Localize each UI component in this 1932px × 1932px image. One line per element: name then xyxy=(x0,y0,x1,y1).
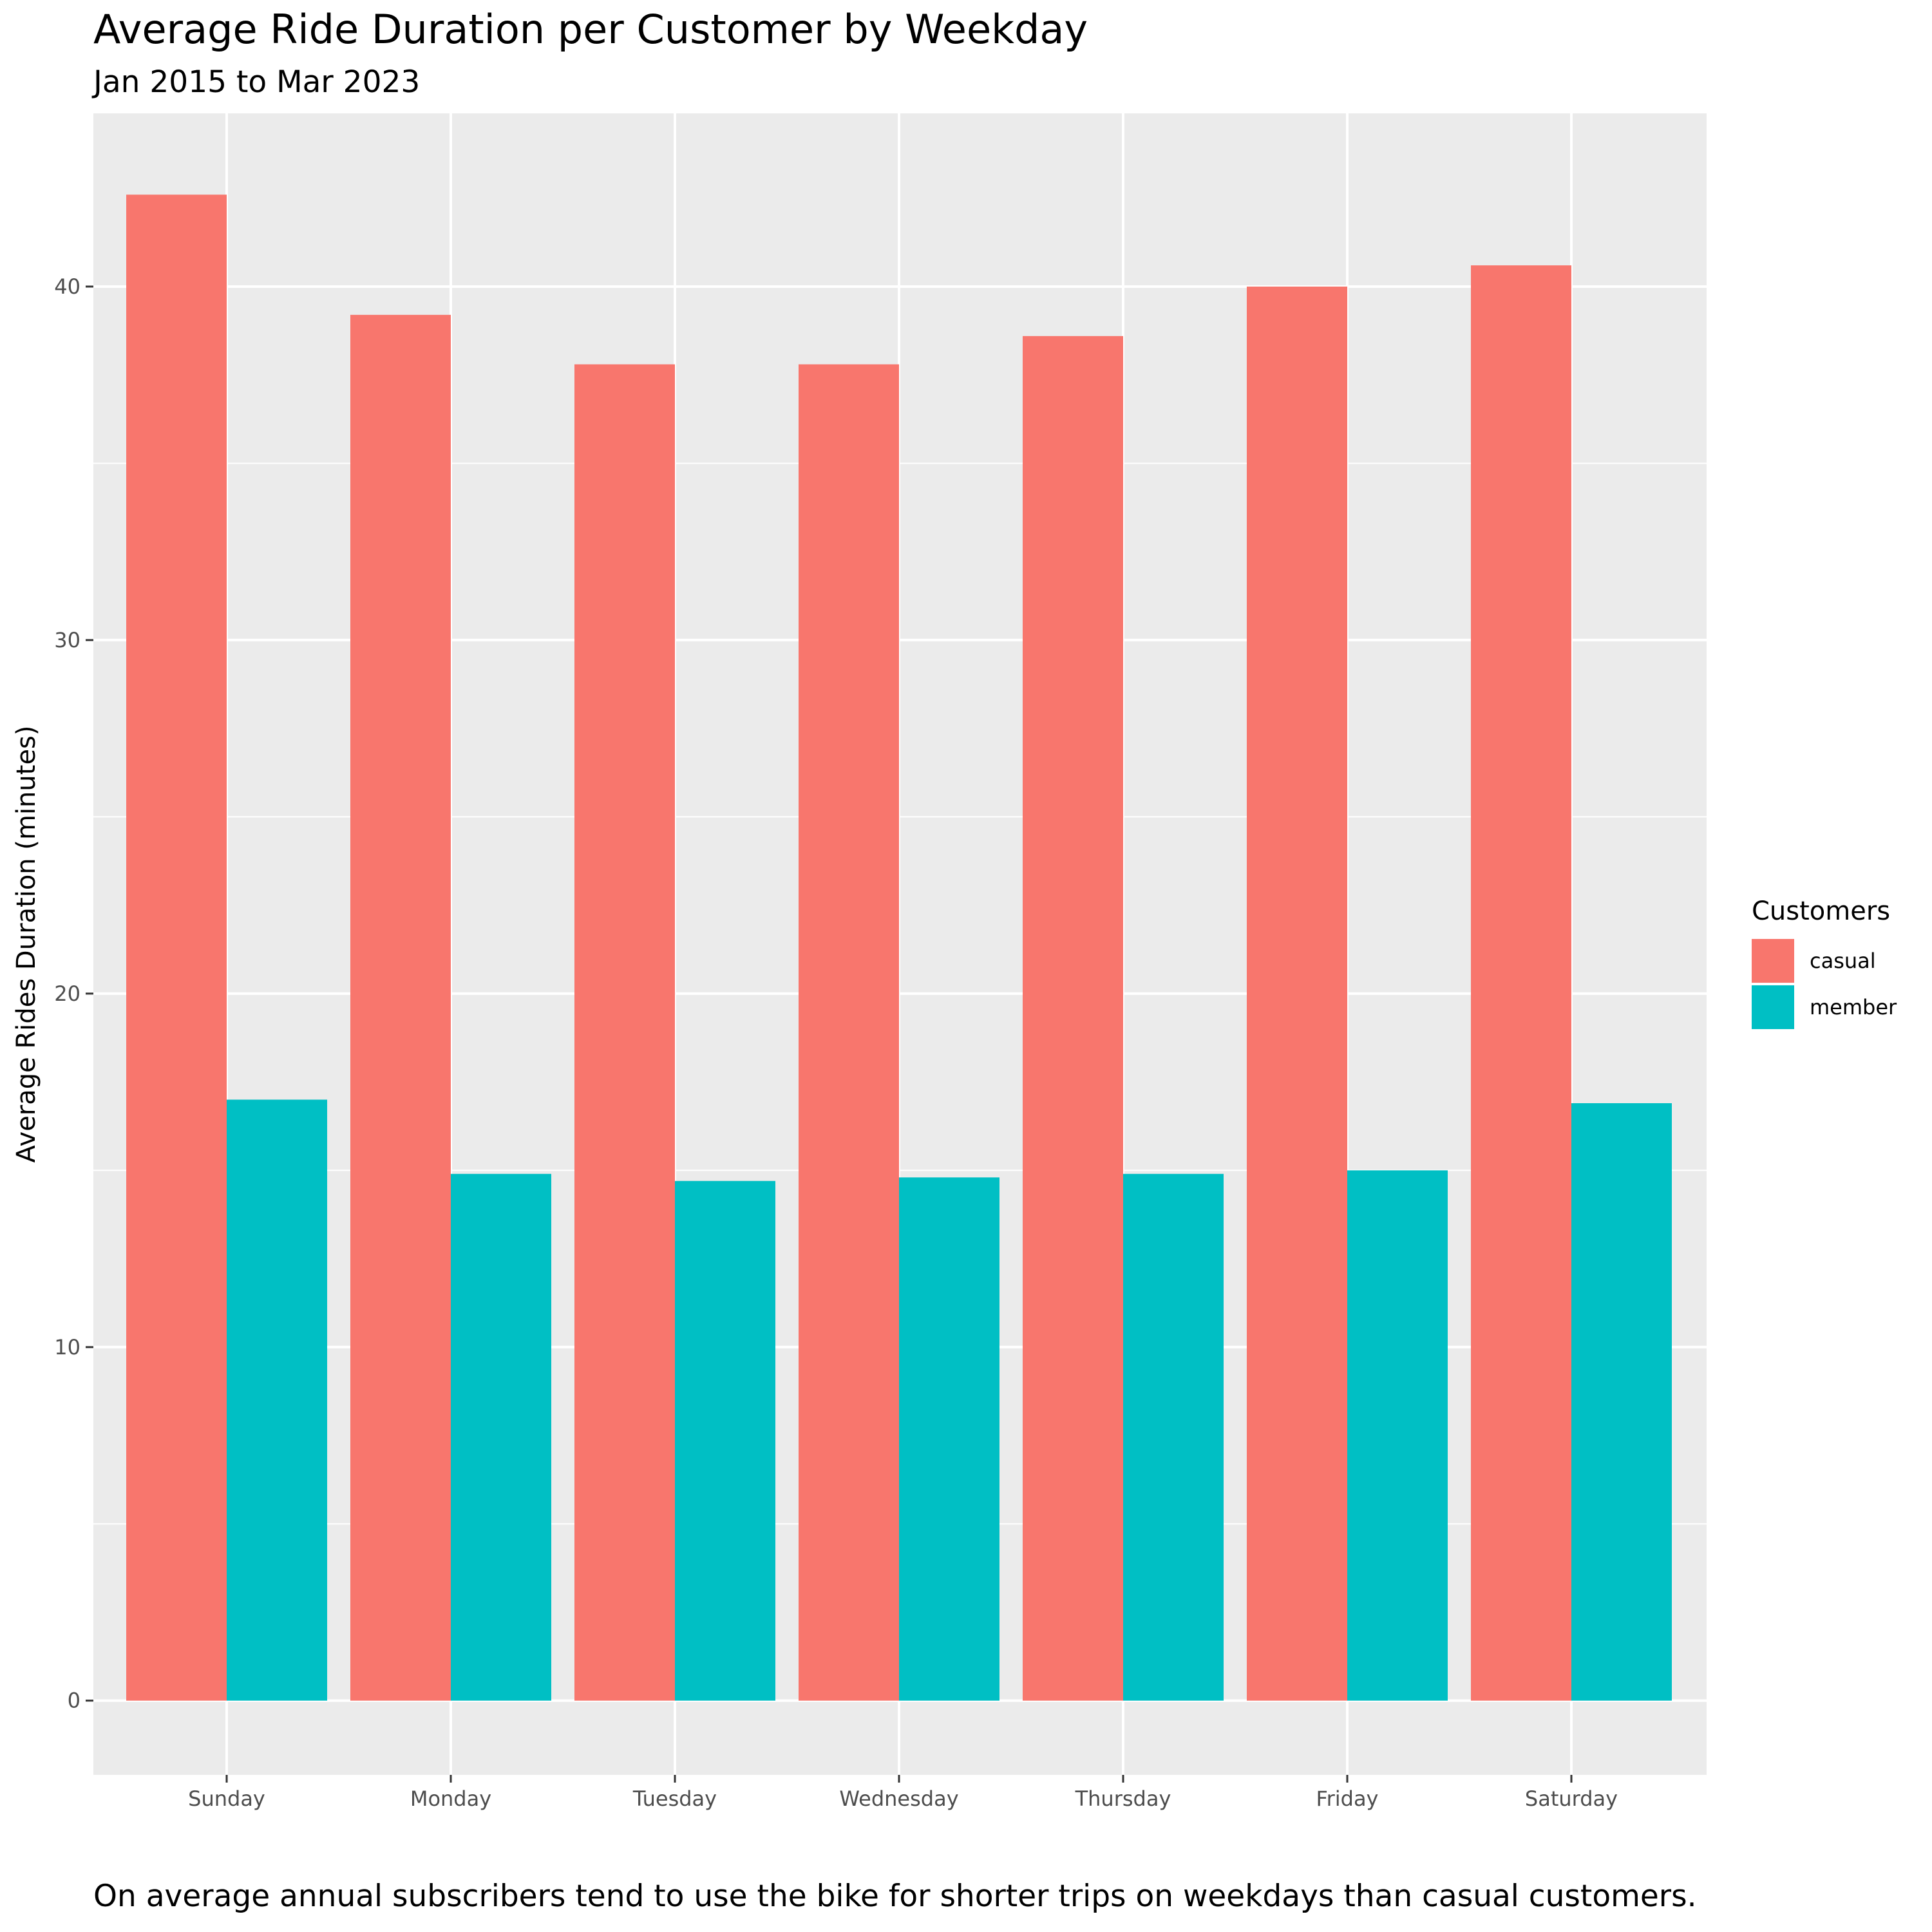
bar-member-friday xyxy=(1347,1170,1448,1701)
bar-member-monday xyxy=(451,1173,551,1701)
chart-title: Average Ride Duration per Customer by We… xyxy=(93,6,1088,53)
x-tick-label: Monday xyxy=(410,1786,491,1811)
y-axis: 0 10 20 30 40 xyxy=(54,274,93,1713)
legend-label-member: member xyxy=(1810,995,1897,1019)
bar-member-tuesday xyxy=(675,1180,775,1701)
legend-title: Customers xyxy=(1752,896,1890,926)
legend-key-member xyxy=(1752,985,1794,1029)
y-tick-label: 40 xyxy=(54,274,80,299)
bar-casual-sunday xyxy=(126,194,227,1701)
bar-member-wednesday xyxy=(899,1177,999,1701)
bar-casual-wednesday xyxy=(799,364,899,1701)
bar-casual-monday xyxy=(350,314,451,1701)
legend-key-casual xyxy=(1752,939,1794,983)
bar-casual-saturday xyxy=(1471,265,1571,1701)
legend-label-casual: casual xyxy=(1810,949,1876,973)
y-tick-label: 10 xyxy=(54,1335,80,1359)
bar-member-saturday xyxy=(1571,1103,1672,1701)
bar-member-sunday xyxy=(227,1099,327,1701)
bar-casual-friday xyxy=(1247,286,1347,1701)
chart-subtitle: Jan 2015 to Mar 2023 xyxy=(91,64,420,100)
x-tick-label: Wednesday xyxy=(839,1786,958,1811)
x-tick-label: Friday xyxy=(1316,1786,1379,1811)
y-tick-label: 30 xyxy=(54,628,80,652)
legend: Customers casual member xyxy=(1752,896,1897,1029)
bar-casual-tuesday xyxy=(574,364,675,1701)
x-tick-label: Tuesday xyxy=(632,1786,717,1811)
y-tick-label: 0 xyxy=(68,1689,80,1713)
x-tick-label: Sunday xyxy=(188,1786,265,1811)
y-tick-label: 20 xyxy=(54,981,80,1006)
bar-casual-thursday xyxy=(1023,336,1123,1701)
chart-caption: On average annual subscribers tend to us… xyxy=(93,1879,1697,1914)
bars xyxy=(126,194,1672,1701)
x-axis: Sunday Monday Tuesday Wednesday Thursday Frid… xyxy=(188,1775,1618,1811)
y-axis-title: Average Rides Duration (minutes) xyxy=(12,725,41,1162)
x-tick-label: Thursday xyxy=(1075,1786,1171,1811)
bar-member-thursday xyxy=(1123,1173,1224,1701)
x-tick-label: Saturday xyxy=(1525,1786,1618,1811)
